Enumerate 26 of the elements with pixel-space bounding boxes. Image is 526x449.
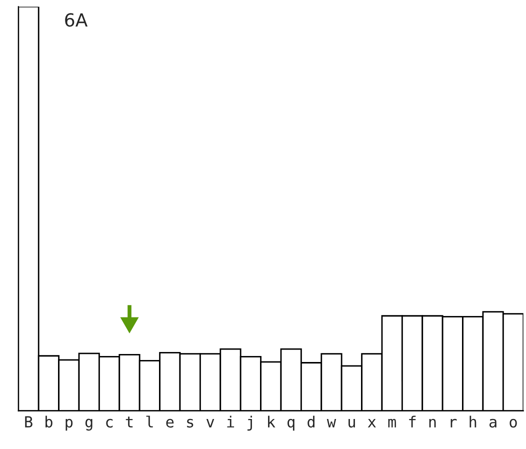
x-tick-label: e (166, 418, 174, 428)
x-tick-label: m (388, 418, 396, 428)
x-tick-label: i (227, 416, 234, 428)
x-tick-label: t (126, 416, 133, 428)
x-tick-label: g (85, 418, 92, 431)
x-tick-label: o (510, 418, 517, 428)
x-tick-label: h (470, 416, 476, 428)
x-tick-label: l (146, 416, 153, 428)
x-tick-label: a (489, 418, 496, 428)
chart-title: 6A (65, 13, 88, 27)
x-tick-label: c (106, 418, 113, 428)
x-tick-label: d (308, 416, 314, 428)
x-tick-label: p (66, 418, 73, 431)
x-tick-label: x (368, 419, 376, 428)
x-tick-label: n (429, 418, 436, 428)
x-tick-label: w (326, 419, 336, 428)
x-tick-label: r (450, 418, 457, 428)
x-tick-label: s (187, 418, 194, 428)
x-tick-label: q (288, 418, 294, 431)
x-tick-label: f (409, 416, 416, 428)
x-tick-label: j (247, 416, 252, 431)
x-tick-label: b (46, 416, 52, 428)
x-tick-label: k (268, 416, 276, 428)
x-tick-label: B (25, 416, 32, 428)
x-tick-label: u (348, 419, 355, 428)
x-tick-label: v (206, 419, 214, 428)
